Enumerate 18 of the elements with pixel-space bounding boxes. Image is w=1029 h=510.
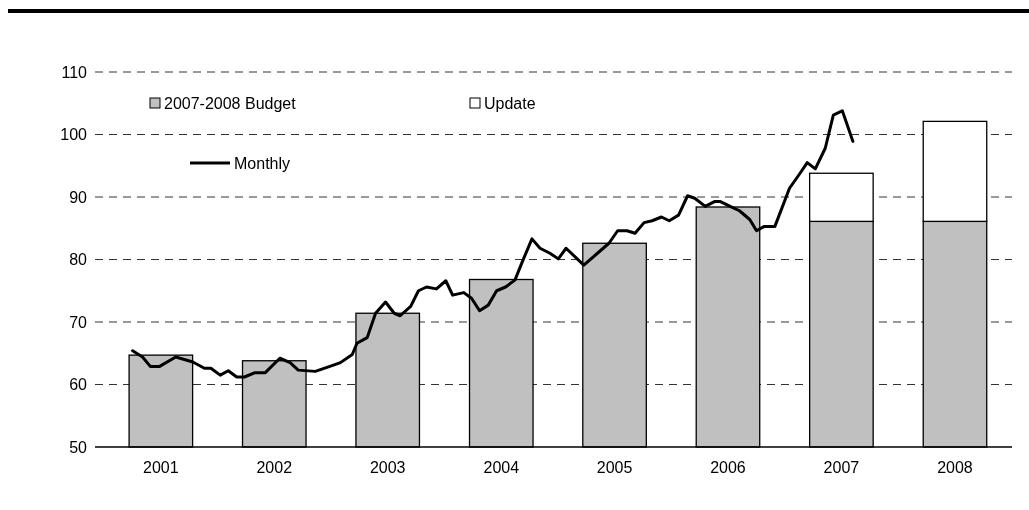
y-tick-label: 90 — [69, 188, 88, 206]
legend-label: Update — [484, 94, 536, 112]
y-tick-label: 70 — [69, 313, 88, 331]
x-tick-label: 2004 — [483, 459, 520, 476]
y-tick-label: 100 — [60, 126, 88, 144]
x-tick-label: 2006 — [710, 459, 746, 476]
x-tick-label: 2007 — [823, 459, 860, 476]
x-tick-label: 2008 — [937, 459, 973, 476]
y-tick-label: 50 — [69, 438, 88, 456]
x-tick-label: 2005 — [596, 459, 633, 476]
legend-label: Monthly — [234, 154, 291, 172]
y-tick-label: 80 — [69, 251, 88, 269]
y-tick-label: 110 — [61, 63, 88, 81]
y-tick-label: 60 — [69, 376, 88, 394]
x-tick-label: 2001 — [143, 459, 179, 476]
x-tick-label: 2002 — [256, 459, 293, 476]
x-tick-label: 2003 — [369, 459, 406, 476]
legend-label: 2007-2008 Budget — [164, 94, 297, 112]
